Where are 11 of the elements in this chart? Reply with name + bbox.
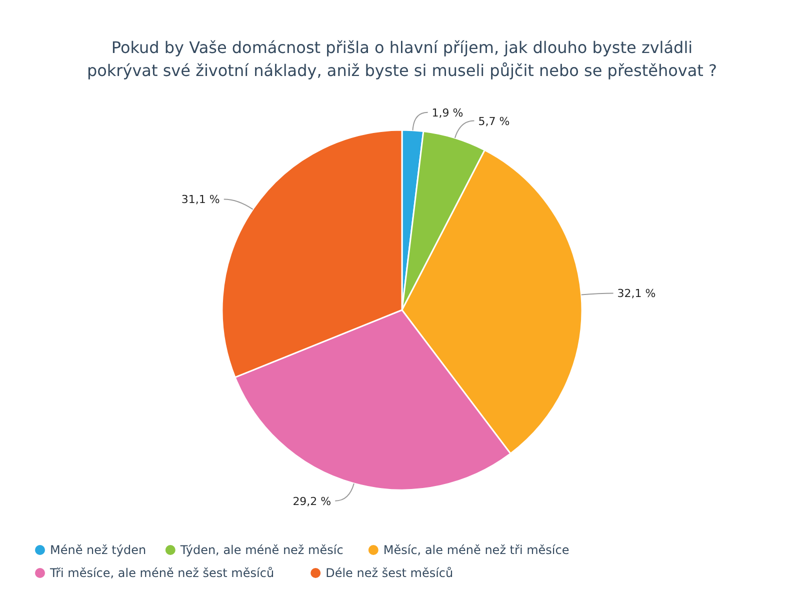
legend-label: Týden, ale méně než měsíc: [179, 543, 344, 557]
data-label: 29,2 %: [292, 494, 332, 508]
legend-label: Tři měsíce, ale méně než šest měsíců: [49, 566, 274, 580]
data-label: 31,1 %: [181, 193, 220, 206]
legend-label: Měsíc, ale méně než tři měsíce: [383, 543, 570, 557]
data-label: 1,9 %: [432, 106, 464, 120]
data-label: 32,1 %: [617, 287, 656, 300]
legend-label: Déle než šest měsíců: [326, 566, 454, 580]
legend-label: Méně než týden: [50, 543, 146, 557]
chart-title: Pokud by Vaše domácnost přišla o hlavní příjem, jak dlouho byste zvládli pokrývat své životní náklady, aniž byste si museli půjčit nebo se přestěhovat ?: [86, 38, 718, 80]
data-label: 5,7 %: [478, 114, 510, 128]
